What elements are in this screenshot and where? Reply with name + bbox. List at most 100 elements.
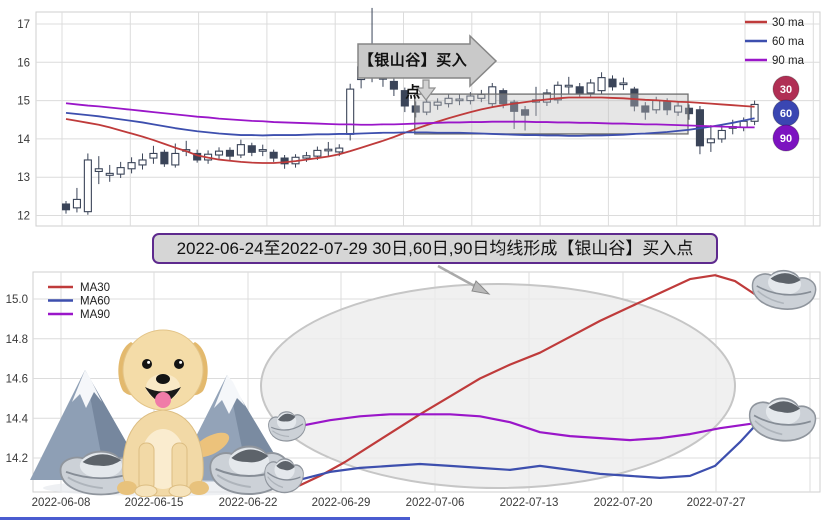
legend-label: MA90 (80, 309, 110, 321)
candle-down (499, 90, 508, 105)
legend-label: 90 ma (772, 55, 805, 67)
candle-down (389, 80, 398, 90)
candle-up (258, 149, 267, 152)
candle-up (619, 82, 628, 86)
candle-up (433, 101, 442, 106)
candle-up (717, 129, 726, 140)
silver-ingot-icon (746, 259, 822, 316)
candle-up (149, 152, 158, 159)
top-ma60-line (65, 111, 755, 137)
candle-up (488, 86, 497, 105)
candle-up (324, 148, 333, 152)
candle-up (72, 198, 81, 209)
bottom-ma60-line (298, 417, 763, 481)
y-tick-label: 14 (17, 134, 30, 146)
y-tick-label: 14.8 (6, 334, 28, 346)
candle-down (575, 86, 584, 94)
candle-up (335, 147, 344, 153)
x-tick-label: 2022-06-22 (219, 497, 278, 509)
candle-up (214, 150, 224, 156)
candle-up (127, 162, 136, 170)
candle-down (521, 109, 530, 116)
candle-down (225, 149, 234, 157)
candle-up (422, 101, 431, 113)
candle-up (674, 105, 683, 113)
x-tick-label: 2022-07-06 (406, 497, 465, 509)
y-tick-label: 17 (17, 19, 30, 31)
candle-down (280, 157, 289, 165)
legend-label: MA60 (80, 296, 110, 308)
candle-down (608, 78, 617, 88)
y-tick-label: 13 (17, 172, 30, 184)
candle-up (302, 155, 311, 159)
valley-highlight-ellipse (260, 283, 736, 489)
candle-down (684, 107, 694, 115)
bottom-ma-chart: 15.0 14.8 14.6 14.4 14.2 2022-06-08 2022-06-15… (6, 264, 821, 509)
candle-down (269, 151, 278, 159)
silver-ingot-icon (259, 449, 309, 499)
x-tick-label: 2022-06-15 (125, 497, 184, 509)
legend-label: MA30 (80, 282, 110, 294)
down-arrow-icon (415, 79, 437, 101)
candle-down (61, 203, 71, 211)
buy-point-callout (357, 34, 498, 88)
bottom-ma90-line (298, 413, 763, 442)
y-tick-label: 14.2 (6, 453, 28, 465)
y-tick-label: 15.0 (6, 294, 28, 306)
silver-ingot-icon (264, 404, 310, 446)
candle-down (510, 101, 519, 112)
candle-up (171, 152, 180, 166)
candle-down (247, 145, 256, 153)
y-tick-label: 15 (17, 96, 30, 108)
silver-ingot-icon (742, 386, 822, 449)
candle-up (116, 167, 125, 175)
candle-up (83, 159, 92, 213)
x-tick-label: 2022-07-13 (500, 497, 559, 509)
silver-ingot-icon (55, 443, 147, 499)
candle-up (542, 92, 551, 103)
candle-up (750, 103, 759, 122)
top-ma30-line (65, 96, 755, 164)
candle-up (105, 172, 114, 176)
candle-up (94, 168, 103, 173)
ma-badge-label: 60 (780, 108, 792, 120)
candle-up (553, 84, 562, 101)
candle-up (313, 149, 322, 157)
x-tick-label: 2022-07-27 (687, 497, 746, 509)
candle-up (236, 144, 245, 156)
candle-down (400, 90, 409, 107)
y-tick-label: 12 (17, 211, 30, 223)
top-ma90-line (65, 102, 755, 129)
bottom-blue-strip (0, 517, 410, 520)
buy-point-callout-label: 【银山谷】买入点 (358, 52, 468, 101)
candle-down (630, 88, 639, 107)
candle-up (346, 88, 355, 135)
y-tick-label: 14.6 (6, 374, 28, 386)
candle-up (564, 84, 573, 88)
candle-up (597, 77, 606, 92)
candle-up (466, 95, 475, 102)
candles-group (61, 7, 759, 215)
period-title: 2022-06-24至2022-07-29 30日,60日,90日均线形成【银山… (152, 233, 718, 264)
candle-up (444, 97, 453, 105)
candle-up (455, 98, 464, 102)
candle-up (706, 138, 715, 144)
candle-down (411, 105, 420, 113)
ma-badge-label: 30 (780, 84, 792, 96)
ma-badge-90 (772, 124, 800, 152)
ma-badge-label: 90 (780, 133, 792, 145)
x-tick-label: 2022-06-08 (32, 497, 91, 509)
candle-down (663, 101, 672, 111)
callout-arrow-icon (437, 264, 481, 291)
top-candle-chart: 17 16 15 14 13 12 30 ma 60 ma 90 ma 30 60 90 (17, 7, 821, 227)
x-tick-label: 2022-06-29 (312, 497, 371, 509)
bottom-ma30-line (298, 274, 763, 487)
candle-up (586, 82, 595, 94)
y-tick-label: 14.4 (6, 413, 29, 425)
candle-up (138, 159, 147, 166)
candle-down (641, 105, 650, 113)
legend-label: 30 ma (772, 17, 805, 29)
candle-down (160, 151, 169, 165)
